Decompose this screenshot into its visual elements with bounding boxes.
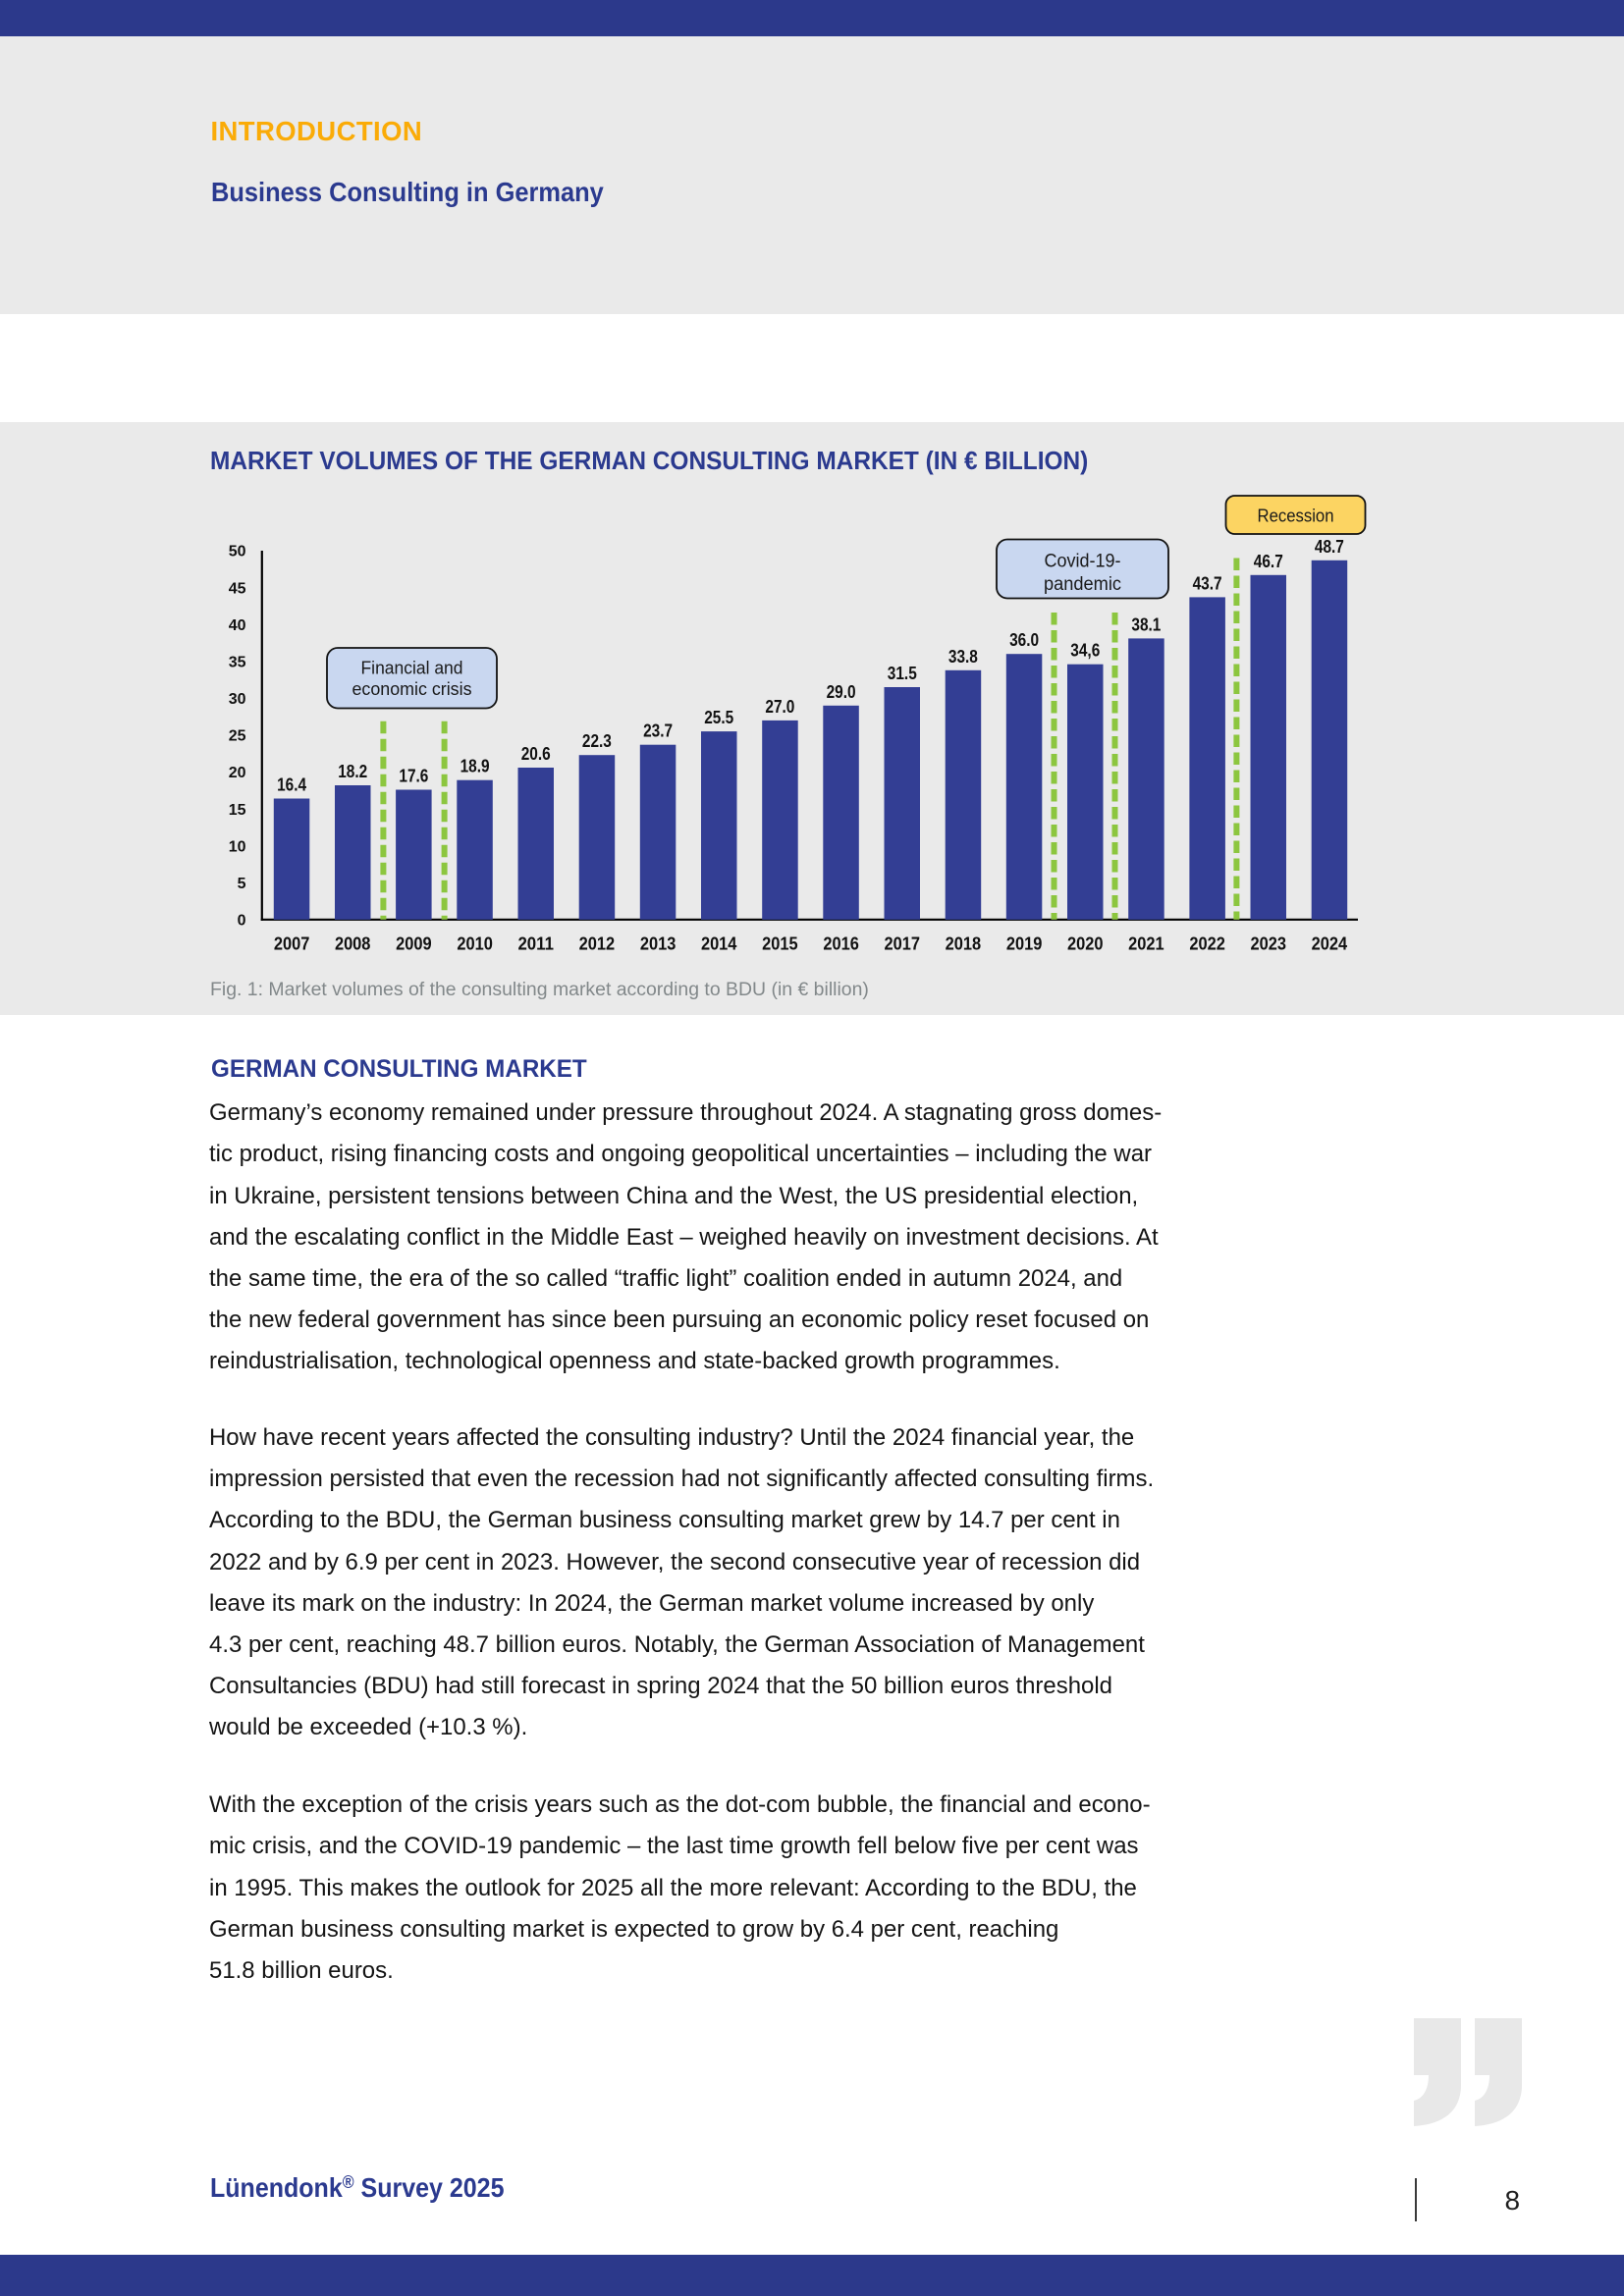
svg-text:2017: 2017 [885, 934, 921, 954]
svg-text:2010: 2010 [457, 934, 493, 954]
svg-text:50: 50 [229, 544, 246, 561]
svg-text:18.2: 18.2 [338, 762, 367, 781]
svg-text:0: 0 [238, 913, 246, 930]
svg-text:2007: 2007 [274, 934, 310, 954]
svg-text:22.3: 22.3 [582, 731, 612, 751]
svg-text:2019: 2019 [1006, 934, 1043, 954]
svg-text:43.7: 43.7 [1193, 573, 1222, 593]
svg-text:Recession: Recession [1258, 506, 1334, 526]
svg-text:2009: 2009 [396, 934, 432, 954]
svg-text:2024: 2024 [1312, 934, 1348, 954]
svg-text:2020: 2020 [1067, 934, 1104, 954]
svg-text:18.9: 18.9 [460, 757, 490, 776]
svg-text:2021: 2021 [1128, 934, 1164, 954]
svg-text:16.4: 16.4 [277, 775, 306, 795]
svg-text:29.0: 29.0 [827, 682, 856, 702]
svg-text:2023: 2023 [1251, 934, 1287, 954]
svg-text:38.1: 38.1 [1131, 614, 1161, 634]
svg-text:2012: 2012 [579, 934, 616, 954]
svg-text:48.7: 48.7 [1315, 537, 1344, 557]
svg-text:Covid-19-: Covid-19- [1045, 551, 1121, 571]
svg-text:23.7: 23.7 [643, 721, 673, 741]
svg-text:45: 45 [229, 580, 246, 597]
svg-text:2013: 2013 [640, 934, 677, 954]
svg-text:2016: 2016 [823, 934, 859, 954]
svg-text:40: 40 [229, 617, 246, 634]
svg-text:27.0: 27.0 [765, 697, 794, 717]
svg-text:31.5: 31.5 [888, 664, 917, 683]
svg-text:17.6: 17.6 [399, 767, 428, 786]
svg-text:2014: 2014 [701, 934, 737, 954]
svg-text:20: 20 [229, 765, 246, 781]
svg-text:Financial and: Financial and [361, 658, 463, 677]
svg-text:2015: 2015 [762, 934, 798, 954]
svg-text:economic crisis: economic crisis [352, 679, 472, 699]
svg-text:5: 5 [238, 876, 246, 892]
svg-text:10: 10 [229, 838, 246, 855]
svg-text:pandemic: pandemic [1044, 574, 1121, 595]
svg-text:34,6: 34,6 [1070, 641, 1100, 661]
svg-text:15: 15 [229, 802, 246, 819]
svg-text:46.7: 46.7 [1254, 552, 1283, 571]
svg-text:25.5: 25.5 [704, 708, 733, 727]
svg-text:2022: 2022 [1189, 934, 1225, 954]
svg-text:35: 35 [229, 654, 246, 670]
svg-text:20.6: 20.6 [521, 744, 551, 764]
svg-text:2018: 2018 [946, 934, 982, 954]
svg-text:30: 30 [229, 691, 246, 708]
svg-text:25: 25 [229, 728, 246, 745]
svg-text:33.8: 33.8 [948, 647, 978, 667]
svg-text:2008: 2008 [335, 934, 371, 954]
svg-text:2011: 2011 [517, 934, 554, 954]
svg-text:36.0: 36.0 [1009, 630, 1039, 650]
